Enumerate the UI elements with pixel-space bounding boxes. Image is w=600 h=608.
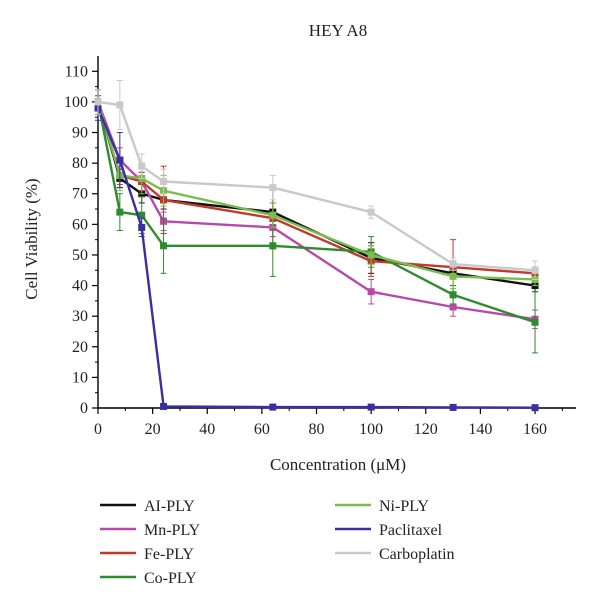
- chart-title: HEY A8: [309, 21, 367, 40]
- legend-item: Paclitaxel: [335, 522, 443, 539]
- series-paclitaxel: [94, 95, 539, 412]
- legend-item: Fe-PLY: [100, 546, 194, 563]
- data-point: [449, 260, 457, 268]
- legend-item: Co-PLY: [100, 570, 197, 587]
- data-point: [160, 177, 168, 185]
- data-point: [160, 242, 168, 250]
- legend-label: Fe-PLY: [144, 546, 194, 563]
- legend: AI-PLY Mn-PLY Fe-PLY Co-PLY Ni-PLY Paclitaxel…: [100, 498, 455, 587]
- x-axis-title: Concentration (μM): [270, 455, 406, 474]
- series-line: [96, 101, 536, 281]
- series-line: [96, 101, 536, 287]
- legend-label: Mn-PLY: [144, 522, 201, 539]
- legend-item: AI-PLY: [100, 498, 195, 515]
- x-tick-label: 80: [309, 421, 325, 438]
- series-co-ply: [94, 89, 539, 354]
- legend-label: AI-PLY: [144, 498, 195, 515]
- data-point: [116, 208, 124, 216]
- data-point: [367, 251, 375, 259]
- series-line: [96, 101, 536, 321]
- series-ni-ply: [94, 89, 539, 290]
- x-tick-label: 100: [359, 421, 383, 438]
- y-tick-label: 90: [72, 125, 88, 142]
- legend-label: Ni-PLY: [379, 498, 429, 515]
- x-tick-label: 60: [254, 421, 270, 438]
- y-tick-label: 10: [72, 369, 88, 386]
- data-point: [449, 291, 457, 299]
- y-tick-label: 0: [80, 400, 88, 417]
- data-point: [367, 288, 375, 296]
- data-point: [367, 403, 375, 411]
- legend-item: Carboplatin: [335, 546, 455, 563]
- x-tick-label: 160: [523, 421, 547, 438]
- legend-item: Mn-PLY: [100, 522, 201, 539]
- data-point: [138, 211, 146, 219]
- data-point: [116, 101, 124, 109]
- y-tick-label: 20: [72, 339, 88, 356]
- data-point: [269, 184, 277, 192]
- y-tick-label: 60: [72, 216, 88, 233]
- legend-label: Carboplatin: [379, 546, 455, 563]
- data-point: [138, 223, 146, 231]
- y-tick-label: 80: [72, 155, 88, 172]
- data-point: [138, 162, 146, 170]
- data-point: [531, 318, 539, 326]
- plot-area: [94, 79, 539, 412]
- x-tick-label: 20: [145, 421, 161, 438]
- data-point: [449, 403, 457, 411]
- y-tick-label: 50: [72, 247, 88, 264]
- data-point: [449, 303, 457, 311]
- y-tick-label: 40: [72, 278, 88, 295]
- y-axis-title: Cell Viability (%): [22, 178, 41, 299]
- series-line: [97, 100, 536, 272]
- data-point: [269, 242, 277, 250]
- data-point: [94, 98, 102, 106]
- y-tick-label: 30: [72, 308, 88, 325]
- axes: 0 10 20 30 40 50 60 70 80 90 100 110 0 20 40 60 80 100 120…: [64, 56, 576, 438]
- data-point: [449, 272, 457, 280]
- data-point: [531, 266, 539, 274]
- x-tick-label: 120: [414, 421, 438, 438]
- series-line: [96, 101, 536, 324]
- y-tick-label: 70: [72, 186, 88, 203]
- x-tick-label: 140: [468, 421, 492, 438]
- legend-label: Paclitaxel: [379, 522, 443, 539]
- series-carboplatin: [94, 79, 539, 280]
- legend-label: Co-PLY: [144, 570, 197, 587]
- x-tick-label: 0: [94, 421, 102, 438]
- data-point: [269, 403, 277, 411]
- data-point: [160, 402, 168, 410]
- data-point: [531, 404, 539, 412]
- series-line: [96, 107, 536, 409]
- legend-item: Ni-PLY: [335, 498, 429, 515]
- data-point: [116, 156, 124, 164]
- y-tick-label: 110: [65, 63, 88, 80]
- x-tick-label: 40: [199, 421, 215, 438]
- data-point: [367, 208, 375, 216]
- y-tick-label: 100: [64, 94, 88, 111]
- data-point: [269, 211, 277, 219]
